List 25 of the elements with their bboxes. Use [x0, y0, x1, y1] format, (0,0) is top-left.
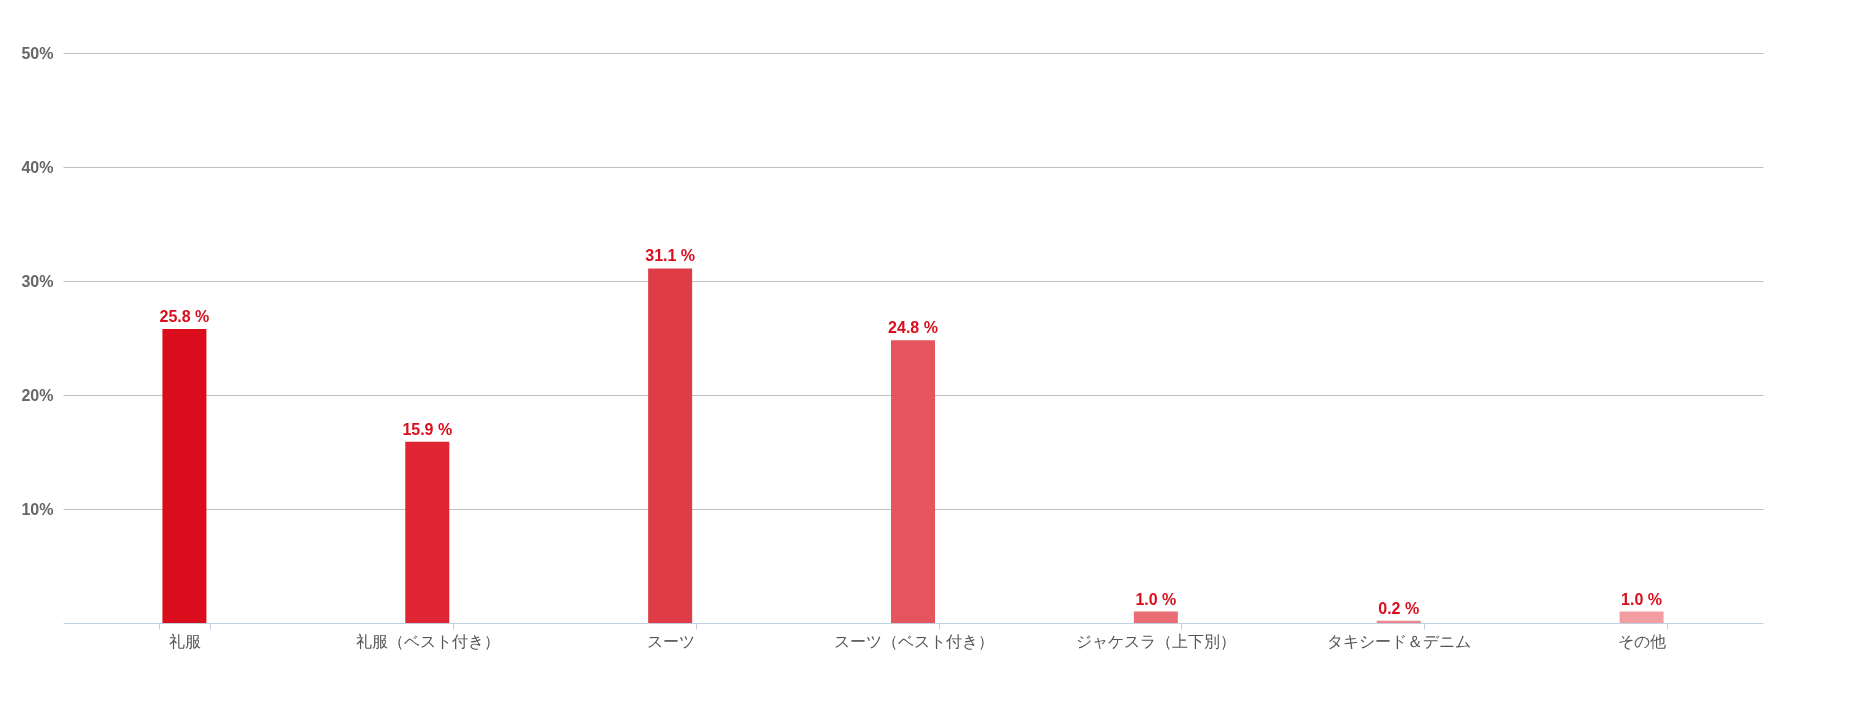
data-label: 15.9 % [402, 420, 453, 438]
y-tick-label: 10% [21, 500, 54, 518]
data-label: 1.0 % [1621, 590, 1663, 608]
y-tick-label: 50% [21, 44, 54, 62]
data-label: 24.8 % [888, 319, 938, 337]
y-tick-label: 40% [21, 158, 54, 176]
data-label: 25.8 % [159, 307, 210, 325]
bar [891, 340, 935, 623]
x-tick-label: スーツ [646, 632, 695, 650]
bar [162, 328, 207, 623]
y-tick-label: 30% [21, 272, 54, 290]
bar [648, 268, 693, 623]
bar [1619, 611, 1664, 623]
x-tick-label: タキシード＆デニム [1327, 632, 1472, 650]
y-tick-label: 20% [21, 386, 54, 404]
data-label: 31.1 % [645, 247, 696, 265]
x-tick-label: その他 [1618, 632, 1667, 650]
bar [1133, 611, 1178, 623]
x-tick-label: ジャケスラ（上下別） [1076, 632, 1237, 650]
bar [405, 441, 450, 623]
data-label: 0.2 % [1378, 599, 1420, 617]
x-tick-label: スーツ（ベスト付き） [833, 632, 994, 650]
data-label: 1.0 % [1135, 590, 1177, 608]
x-tick-label: 礼服（ベスト付き） [355, 632, 500, 650]
x-tick-label: 礼服 [168, 632, 201, 650]
